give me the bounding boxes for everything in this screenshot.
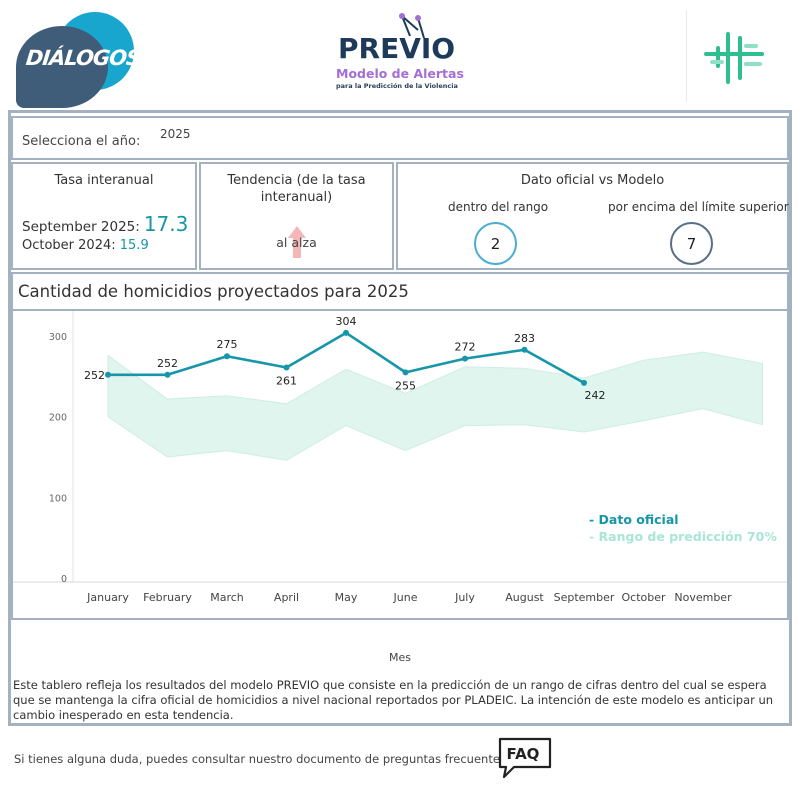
- header-divider: [686, 10, 687, 102]
- rate-previous: October 2024: 15.9: [22, 238, 149, 253]
- year-selector-dropdown[interactable]: 2025: [160, 127, 191, 141]
- data-label: 261: [276, 375, 297, 388]
- x-tick-label: March: [210, 591, 244, 604]
- data-label: 304: [336, 315, 357, 328]
- data-point: [283, 364, 290, 371]
- arrow-up-icon: [288, 226, 306, 258]
- legend-range: - Rango de predicción 70%: [589, 529, 777, 544]
- data-label: 283: [514, 332, 535, 345]
- dialogos-logo: DIÁLOGOS: [14, 12, 141, 108]
- trend-value: al alza: [276, 235, 317, 250]
- data-label: 252: [84, 369, 105, 382]
- faq-label: FAQ: [507, 745, 540, 763]
- y-tick-label: 100: [49, 493, 67, 504]
- dialogos-logo-text: DIÁLOGOS: [24, 46, 142, 70]
- rate-title: Tasa interanual: [54, 173, 154, 188]
- homicides-chart: 0 100 200 300 252 252 275 261 304 255 272 283 242 Jan…: [13, 311, 787, 604]
- data-label: 252: [157, 357, 178, 370]
- dashboard-frame: Selecciona el año: 2025 Tasa interanual …: [8, 110, 792, 726]
- x-tick-label: September: [554, 591, 615, 604]
- data-point: [164, 371, 171, 378]
- data-point: [402, 369, 409, 376]
- chart-title: Cantidad de homicidios proyectados para …: [18, 282, 409, 301]
- y-tick-label: 200: [49, 413, 67, 424]
- data-point: [462, 355, 468, 362]
- rate-previous-value: 15.9: [119, 238, 149, 253]
- data-point: [581, 379, 587, 386]
- x-tick-label: May: [335, 591, 358, 604]
- description-text: Este tablero refleja los resultados del …: [13, 678, 774, 722]
- data-label: 255: [395, 379, 416, 392]
- faq-hint-text: Si tienes alguna duda, puedes consultar …: [14, 752, 506, 766]
- faq-icon[interactable]: FAQ: [496, 735, 554, 781]
- x-tick-label: June: [393, 591, 418, 604]
- trend-panel: Tendencia (de la tasa interanual) al alz…: [199, 162, 394, 270]
- data-point: [224, 353, 230, 360]
- model-above-label: por encima del límite superior: [608, 200, 789, 214]
- x-tick-label: August: [505, 591, 544, 604]
- year-selector-panel: Selecciona el año: 2025: [11, 116, 789, 160]
- previo-logo: PREVIO Modelo de Alertas para la Predicc…: [330, 12, 470, 92]
- partner-logo-icon: [704, 32, 764, 84]
- x-tick-label: July: [454, 591, 475, 604]
- year-selector-label: Selecciona el año:: [22, 134, 141, 149]
- model-above-count: 7: [670, 222, 713, 265]
- rate-current-value: 17.3: [143, 212, 189, 236]
- model-title: Dato oficial vs Modelo: [520, 173, 665, 188]
- chart-divider: [13, 309, 787, 311]
- x-axis-title: Mes: [389, 651, 411, 664]
- data-point: [343, 329, 349, 336]
- rate-previous-label: October 2024:: [22, 238, 116, 253]
- trend-title: Tendencia (de la tasa interanual): [227, 173, 366, 205]
- legend-official: - Dato oficial: [589, 512, 679, 527]
- dialogos-bubble-front: [16, 26, 108, 108]
- model-within-count: 2: [474, 222, 517, 265]
- data-label: 272: [455, 341, 476, 354]
- x-tick-label: January: [86, 591, 129, 604]
- previo-logo-title: PREVIO: [338, 32, 456, 65]
- y-tick-label: 0: [61, 574, 67, 585]
- data-point: [105, 371, 111, 378]
- model-panel: Dato oficial vs Modelo dentro del rango …: [396, 162, 789, 270]
- rate-panel: Tasa interanual September 2025: 17.3 Octo…: [11, 162, 197, 270]
- model-within-label: dentro del rango: [448, 200, 549, 214]
- rate-current: September 2025: 17.3: [22, 212, 188, 236]
- y-tick-label: 300: [49, 332, 67, 343]
- previo-logo-tagline: para la Predicción de la Violencia: [336, 82, 458, 90]
- previo-logo-subtitle: Modelo de Alertas: [336, 66, 464, 81]
- x-tick-label: April: [274, 591, 299, 604]
- data-label: 242: [585, 389, 606, 402]
- data-label: 275: [217, 338, 238, 351]
- x-tick-label: February: [143, 591, 192, 604]
- data-point: [521, 346, 528, 353]
- rate-current-label: September 2025:: [22, 219, 140, 235]
- x-tick-label: November: [674, 591, 732, 604]
- x-tick-label: October: [621, 591, 665, 604]
- previo-network-icon: [399, 13, 425, 39]
- prediction-band: [107, 351, 763, 461]
- chart-panel: Cantidad de homicidios proyectados para …: [11, 272, 789, 620]
